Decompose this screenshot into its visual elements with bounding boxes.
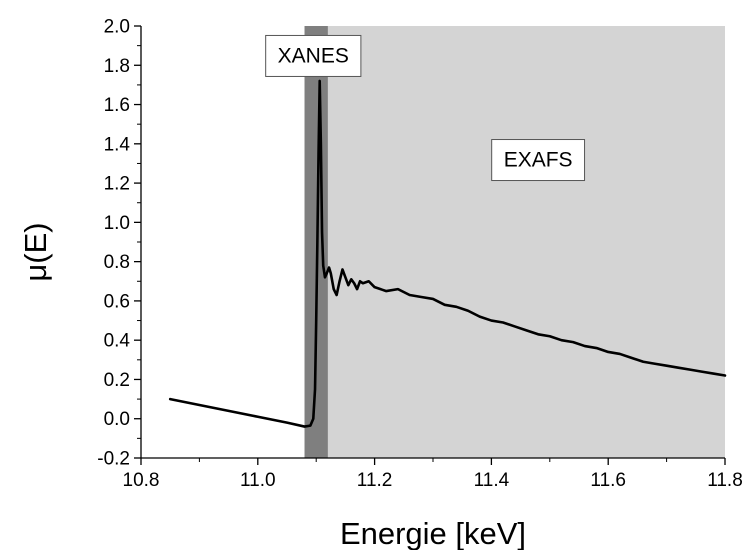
x-tick-label: 11.6 (590, 470, 626, 491)
y-tick-label: 0.4 (104, 331, 131, 352)
labels-layer: -0.2 0.0 0.2 0.4 0.6 0.8 1.0 1.2 1.4 1.6 1.8 2.0 10.… (97, 17, 743, 492)
y-tick-label: 0.8 (104, 252, 130, 273)
y-axis-title: μ(E) (18, 222, 53, 281)
y-tick-label: 1.2 (104, 174, 130, 195)
x-tick-label: 11.4 (474, 470, 510, 491)
y-tick-label: 1.0 (104, 213, 130, 234)
y-tick-label: 2.0 (104, 17, 130, 38)
xanes-label-box: XANES (265, 34, 362, 77)
y-tick-label: 1.8 (104, 56, 130, 77)
y-tick-label: 0.6 (104, 291, 130, 312)
xanes-label: XANES (278, 44, 349, 67)
y-tick-label: 0.2 (104, 370, 130, 391)
y-tick-label: 1.6 (104, 95, 130, 116)
axes-layer (134, 25, 726, 465)
series-line-0 (168, 79, 727, 428)
x-axis-title: Energie [keV] (340, 516, 526, 550)
regions-layer (304, 26, 725, 458)
x-tick-label: 11.2 (357, 470, 393, 491)
x-tick-label: 10.8 (123, 470, 160, 491)
exafs-region (327, 26, 725, 458)
y-tick-label: 0.0 (104, 409, 130, 430)
x-tick-label: 11.0 (240, 470, 276, 491)
x-tick-label: 11.8 (707, 470, 743, 491)
exafs-label-box: EXAFS (491, 139, 586, 182)
y-tick-label: -0.2 (97, 449, 130, 470)
xanes-label-background (265, 34, 362, 77)
exafs-label: EXAFS (504, 149, 573, 172)
exafs-label-background (491, 139, 586, 182)
series-layer (168, 79, 727, 428)
y-tick-label: 1.4 (104, 134, 131, 155)
